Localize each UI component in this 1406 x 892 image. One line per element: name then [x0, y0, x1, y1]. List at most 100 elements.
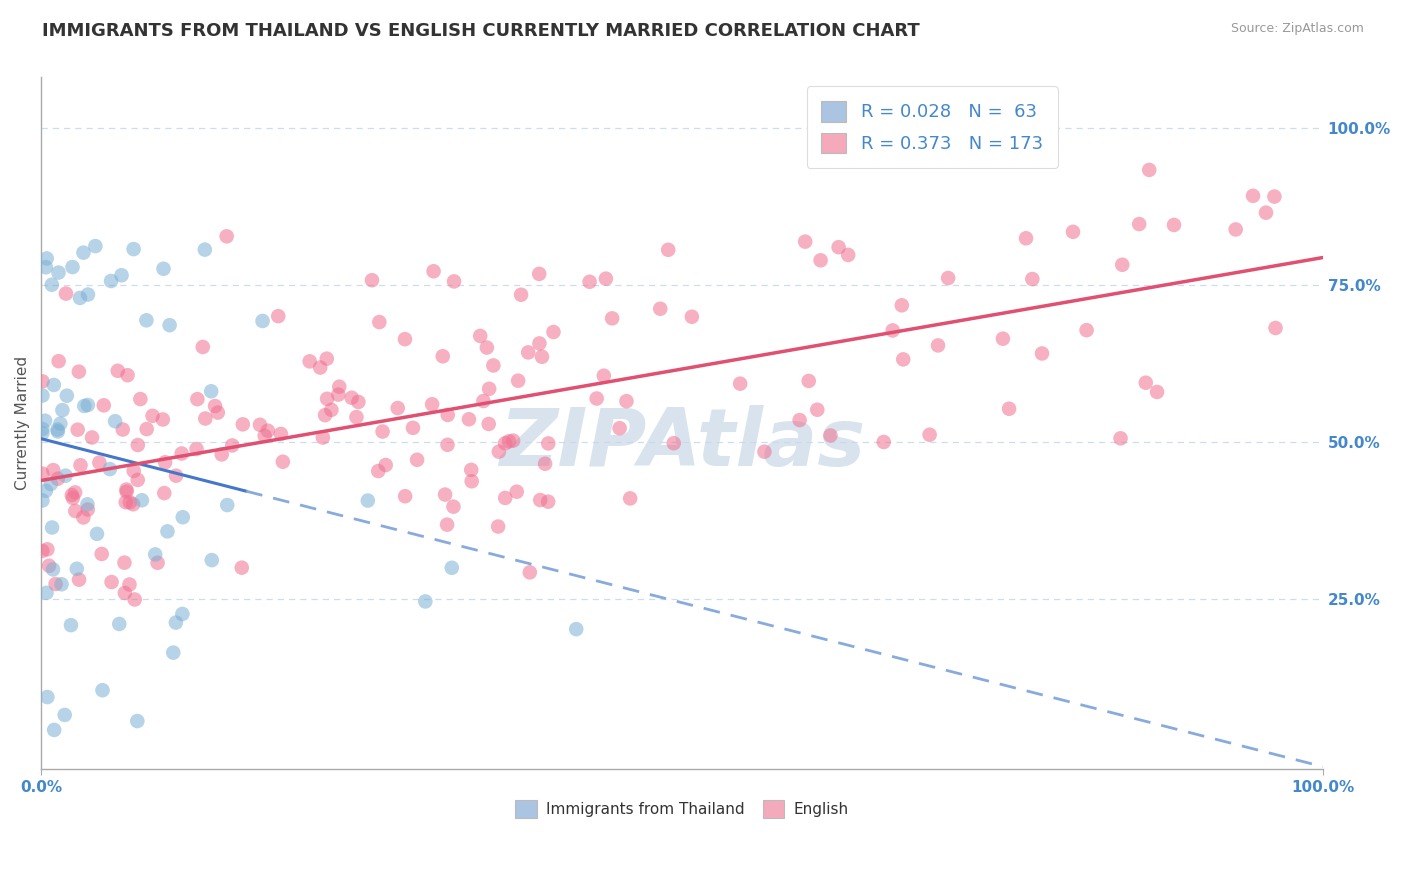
- Point: [508, 374, 530, 388]
- Point: [39, 477, 62, 491]
- Point: [153, 486, 176, 500]
- Point: [1111, 258, 1133, 272]
- Point: [207, 406, 229, 420]
- Point: [69, 291, 91, 305]
- Point: [367, 464, 389, 478]
- Point: [127, 438, 149, 452]
- Point: [402, 421, 425, 435]
- Point: [394, 332, 416, 346]
- Point: [415, 594, 437, 608]
- Point: [156, 524, 179, 539]
- Point: [441, 500, 464, 514]
- Point: [72, 510, 94, 524]
- Point: [595, 271, 617, 285]
- Point: [186, 442, 208, 456]
- Point: [436, 517, 458, 532]
- Point: [530, 350, 553, 364]
- Point: [115, 484, 138, 499]
- Point: [475, 341, 498, 355]
- Point: [478, 382, 501, 396]
- Point: [486, 519, 509, 533]
- Point: [31, 544, 53, 558]
- Point: [45, 577, 67, 591]
- Point: [89, 456, 111, 470]
- Point: [215, 229, 238, 244]
- Point: [494, 491, 516, 505]
- Point: [346, 410, 368, 425]
- Point: [315, 351, 337, 366]
- Point: [65, 504, 87, 518]
- Point: [72, 245, 94, 260]
- Text: Source: ZipAtlas.com: Source: ZipAtlas.com: [1230, 22, 1364, 36]
- Point: [470, 329, 492, 343]
- Point: [387, 401, 409, 415]
- Point: [42, 378, 65, 392]
- Point: [374, 458, 396, 472]
- Point: [460, 475, 482, 489]
- Point: [537, 436, 560, 450]
- Point: [249, 417, 271, 432]
- Point: [46, 423, 69, 437]
- Point: [76, 398, 98, 412]
- Point: [67, 365, 90, 379]
- Point: [73, 399, 96, 413]
- Point: [529, 336, 551, 351]
- Point: [253, 429, 276, 443]
- Point: [46, 472, 69, 486]
- Point: [53, 708, 76, 723]
- Point: [298, 354, 321, 368]
- Point: [51, 577, 73, 591]
- Point: [257, 424, 280, 438]
- Point: [46, 425, 69, 439]
- Point: [152, 412, 174, 426]
- Point: [529, 493, 551, 508]
- Point: [371, 425, 394, 439]
- Point: [200, 384, 222, 399]
- Point: [114, 495, 136, 509]
- Point: [728, 376, 751, 391]
- Text: IMMIGRANTS FROM THAILAND VS ENGLISH CURRENTLY MARRIED CORRELATION CHART: IMMIGRANTS FROM THAILAND VS ENGLISH CURR…: [42, 22, 920, 40]
- Y-axis label: Currently Married: Currently Married: [15, 356, 30, 491]
- Point: [422, 264, 444, 278]
- Point: [270, 426, 292, 441]
- Point: [55, 468, 77, 483]
- Point: [98, 462, 121, 476]
- Point: [927, 338, 949, 352]
- Point: [267, 309, 290, 323]
- Point: [609, 421, 631, 435]
- Point: [1137, 162, 1160, 177]
- Point: [35, 586, 58, 600]
- Point: [1031, 346, 1053, 360]
- Point: [600, 311, 623, 326]
- Point: [478, 417, 501, 431]
- Point: [472, 394, 495, 409]
- Point: [1163, 218, 1185, 232]
- Point: [124, 592, 146, 607]
- Point: [122, 464, 145, 478]
- Point: [135, 422, 157, 436]
- Point: [165, 615, 187, 630]
- Point: [1109, 431, 1132, 445]
- Point: [1264, 321, 1286, 335]
- Point: [1062, 225, 1084, 239]
- Point: [991, 332, 1014, 346]
- Point: [543, 325, 565, 339]
- Point: [42, 463, 65, 477]
- Point: [837, 248, 859, 262]
- Point: [592, 368, 614, 383]
- Point: [271, 455, 294, 469]
- Point: [31, 467, 53, 481]
- Point: [1128, 217, 1150, 231]
- Point: [191, 340, 214, 354]
- Point: [657, 243, 679, 257]
- Point: [789, 413, 811, 427]
- Point: [49, 417, 72, 431]
- Point: [482, 359, 505, 373]
- Point: [498, 434, 520, 449]
- Point: [42, 562, 65, 576]
- Point: [650, 301, 672, 316]
- Point: [519, 566, 541, 580]
- Point: [537, 494, 560, 508]
- Point: [93, 398, 115, 412]
- Point: [316, 392, 339, 406]
